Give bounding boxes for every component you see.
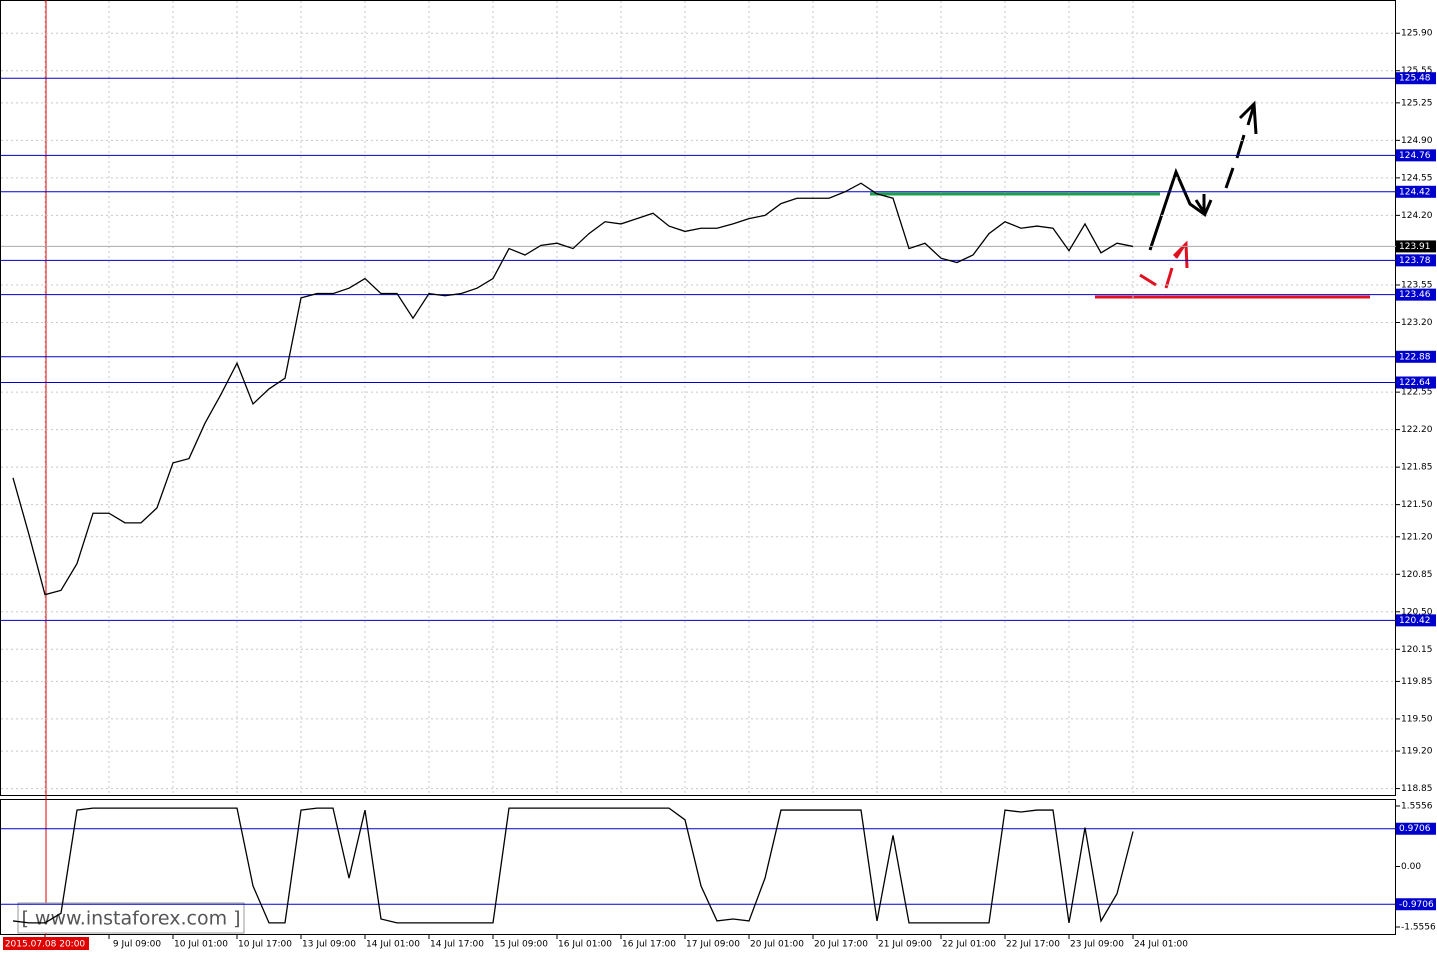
y-tick-label: 121.20 — [1401, 532, 1433, 542]
y-tick-label: 124.55 — [1401, 173, 1433, 183]
level-label: 122.64 — [1399, 378, 1431, 388]
forecast-arrow — [1148, 167, 1206, 251]
x-tick-label: 16 Jul 01:00 — [558, 940, 612, 950]
watermark-box — [17, 902, 245, 934]
y-tick-label: 119.50 — [1401, 714, 1433, 724]
y-tick-label: 119.20 — [1401, 747, 1433, 757]
y-tick-label: 121.50 — [1401, 500, 1433, 510]
level-label: 123.78 — [1399, 256, 1431, 266]
last-price-box — [1396, 240, 1436, 253]
level-label-box — [1396, 254, 1436, 267]
y-tick-label: 124.90 — [1401, 136, 1433, 146]
y-tick-label: 1.5556 — [1401, 801, 1433, 811]
y-tick-label: 0.00 — [1401, 862, 1421, 872]
level-label-box — [1396, 350, 1436, 363]
x-tick-label: 2015.07.08 20:00 — [5, 940, 86, 950]
level-label: 122.88 — [1399, 352, 1431, 362]
level-label: 124.42 — [1399, 187, 1431, 197]
x-tick-label: 22 Jul 01:00 — [942, 940, 996, 950]
y-tick-label: -1.5556 — [1401, 923, 1436, 933]
y-tick-label: 119.85 — [1401, 677, 1433, 687]
level-label-box — [1396, 376, 1436, 389]
level-label: 0.9706 — [1399, 824, 1431, 834]
last-price-label: 123.91 — [1399, 242, 1431, 252]
level-label: 120.42 — [1399, 616, 1431, 626]
y-tick-label: 120.85 — [1401, 570, 1433, 580]
price-frame — [0, 0, 1396, 796]
series-line — [12, 807, 1134, 924]
x-tick-label: 17 Jul 09:00 — [686, 940, 740, 950]
y-tick-label: 123.55 — [1401, 281, 1433, 291]
x-tick-label: 10 Jul 17:00 — [238, 940, 292, 950]
y-tick-label: 122.20 — [1401, 425, 1433, 435]
current-time-box — [3, 937, 89, 950]
level-label-box — [1396, 898, 1436, 911]
arrow-head — [1194, 199, 1213, 218]
level-label-box — [1396, 822, 1436, 835]
x-tick-label: 20 Jul 17:00 — [814, 940, 868, 950]
x-tick-label: 21 Jul 09:00 — [878, 940, 932, 950]
series-line — [12, 182, 1134, 596]
y-tick-label: 122.55 — [1401, 388, 1433, 398]
level-label-box — [1396, 185, 1436, 198]
level-label-box — [1396, 288, 1436, 301]
x-tick-label: 9 Jul 09:00 — [113, 940, 162, 950]
x-tick-label: 23 Jul 09:00 — [1070, 940, 1124, 950]
y-tick-label: 125.90 — [1401, 29, 1433, 39]
level-label: 123.46 — [1399, 290, 1431, 300]
y-tick-label: 120.15 — [1401, 645, 1433, 655]
y-tick-label: 125.25 — [1401, 98, 1433, 108]
level-label-box — [1396, 72, 1436, 85]
watermark: [ www.instaforex.com ] — [17, 902, 245, 934]
level-label-box — [1396, 149, 1436, 162]
x-tick-label: 20 Jul 01:00 — [750, 940, 804, 950]
y-tick-label: 124.20 — [1401, 211, 1433, 221]
level-label: -0.9706 — [1399, 900, 1434, 910]
watermark-text: [ www.instaforex.com ] — [21, 908, 240, 930]
x-tick-label: 22 Jul 17:00 — [1006, 940, 1060, 950]
x-tick-label: 10 Jul 01:00 — [174, 940, 228, 950]
level-label: 124.76 — [1399, 151, 1431, 161]
x-tick-label: 14 Jul 17:00 — [430, 940, 484, 950]
x-tick-label: 13 Jul 09:00 — [302, 940, 356, 950]
x-tick-label: 24 Jul 01:00 — [1134, 940, 1188, 950]
y-tick-label: 120.50 — [1401, 607, 1433, 617]
y-tick-label: 123.20 — [1401, 318, 1433, 328]
x-tick-label: 14 Jul 01:00 — [366, 940, 420, 950]
y-tick-label: 118.85 — [1401, 784, 1433, 794]
arrow-head — [1238, 100, 1258, 135]
y-tick-label: 121.85 — [1401, 463, 1433, 473]
level-label: 125.48 — [1399, 74, 1431, 84]
level-label-box — [1396, 614, 1436, 627]
oscillator-frame — [0, 799, 1396, 935]
y-tick-label: 125.55 — [1401, 66, 1433, 76]
x-tick-label: 16 Jul 17:00 — [622, 940, 676, 950]
x-tick-label: 15 Jul 09:00 — [494, 940, 548, 950]
